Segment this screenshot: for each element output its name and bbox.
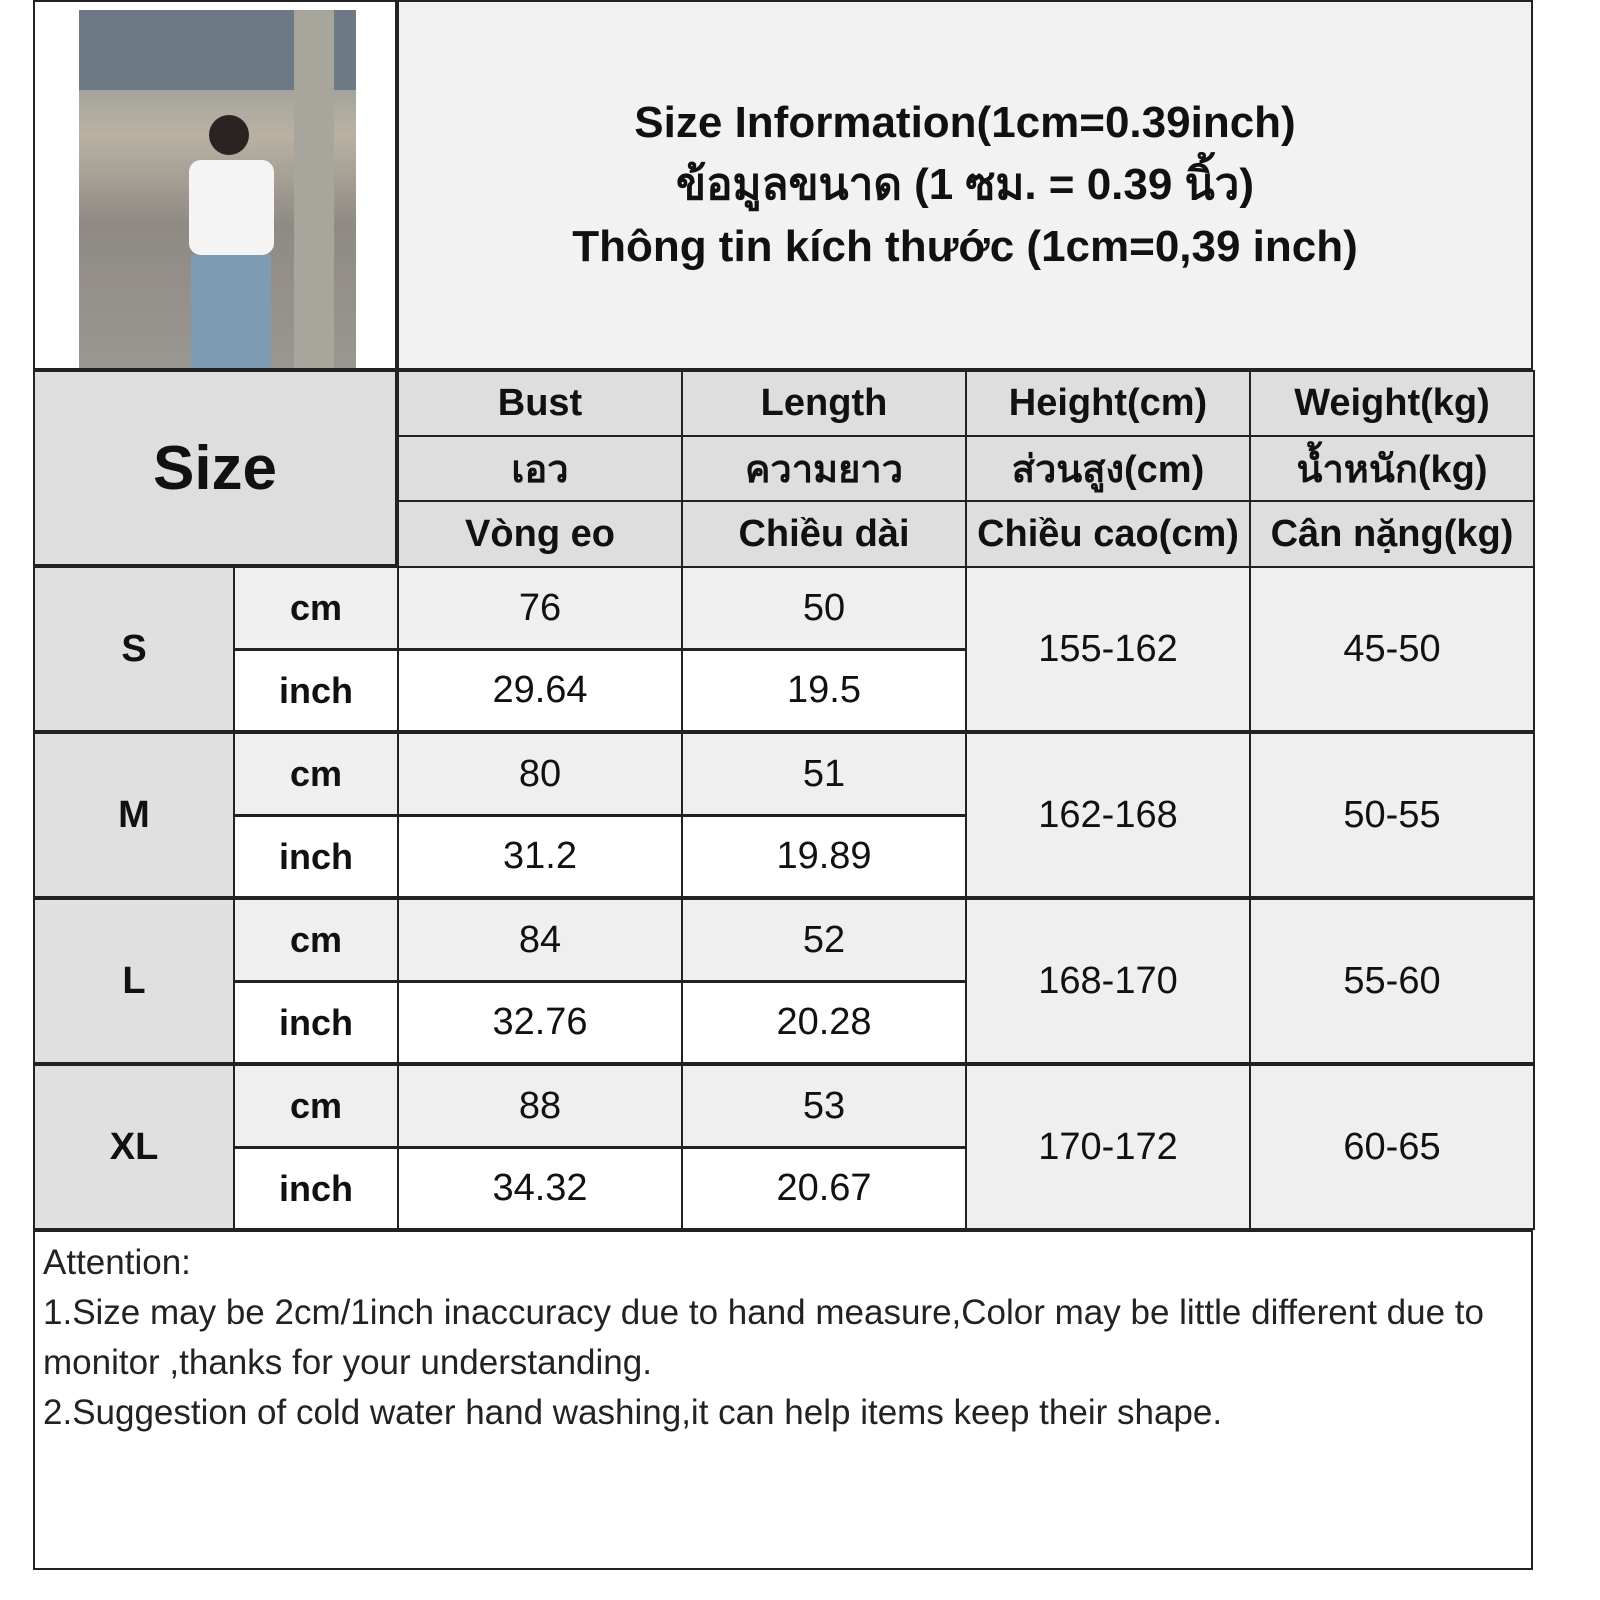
size-label: XL: [33, 1064, 235, 1230]
column-header-vi: Cân nặng(kg): [1249, 500, 1535, 568]
length-inch: 20.67: [681, 1147, 967, 1230]
column-header-vi: Chiều dài: [681, 500, 967, 568]
weight-range: 45-50: [1249, 566, 1535, 732]
length-inch: 19.89: [681, 815, 967, 898]
column-header-vi: Vòng eo: [397, 500, 683, 568]
size-label: L: [33, 898, 235, 1064]
column-header-en: Height(cm): [965, 370, 1251, 437]
height-range: 155-162: [965, 566, 1251, 732]
bust-inch: 32.76: [397, 981, 683, 1064]
bust-cm: 88: [397, 1064, 683, 1148]
unit-label-inch: inch: [233, 1147, 399, 1230]
unit-label-cm: cm: [233, 566, 399, 650]
length-cm: 53: [681, 1064, 967, 1148]
bust-cm: 76: [397, 566, 683, 650]
bust-cm: 84: [397, 898, 683, 982]
size-header: Size: [33, 370, 397, 566]
unit-label-cm: cm: [233, 1064, 399, 1148]
title-thai: ข้อมูลขนาด (1 ซม. = 0.39 นิ้ว): [675, 160, 1254, 209]
length-cm: 51: [681, 732, 967, 816]
product-photo: [79, 10, 356, 368]
note-item: 2.Suggestion of cold water hand washing,…: [43, 1393, 1223, 1432]
length-inch: 20.28: [681, 981, 967, 1064]
bust-inch: 29.64: [397, 649, 683, 732]
column-header-en: Length: [681, 370, 967, 437]
title-english: Size Information(1cm=0.39inch): [634, 98, 1296, 147]
column-header-th: เอว: [397, 435, 683, 502]
column-header-en: Weight(kg): [1249, 370, 1535, 437]
length-cm: 50: [681, 566, 967, 650]
length-cm: 52: [681, 898, 967, 982]
weight-range: 55-60: [1249, 898, 1535, 1064]
column-header-th: ความยาว: [681, 435, 967, 502]
size-info-title: Size Information(1cm=0.39inch) ข้อมูลขนา…: [397, 0, 1533, 370]
column-header-en: Bust: [397, 370, 683, 437]
weight-range: 60-65: [1249, 1064, 1535, 1230]
bust-inch: 34.32: [397, 1147, 683, 1230]
unit-label-cm: cm: [233, 732, 399, 816]
product-photo-cell: [33, 0, 397, 370]
size-label: S: [33, 566, 235, 732]
attention-notes: Attention: 1.Size may be 2cm/1inch inacc…: [33, 1230, 1533, 1570]
model-figure-image: [79, 10, 356, 368]
unit-label-cm: cm: [233, 898, 399, 982]
height-range: 162-168: [965, 732, 1251, 898]
unit-label-inch: inch: [233, 649, 399, 732]
size-label: M: [33, 732, 235, 898]
note-item: 1.Size may be 2cm/1inch inaccuracy due t…: [43, 1293, 1484, 1382]
height-range: 168-170: [965, 898, 1251, 1064]
bust-inch: 31.2: [397, 815, 683, 898]
column-header-th: น้ำหนัก(kg): [1249, 435, 1535, 502]
column-header-vi: Chiều cao(cm): [965, 500, 1251, 568]
notes-heading: Attention:: [43, 1243, 191, 1282]
height-range: 170-172: [965, 1064, 1251, 1230]
weight-range: 50-55: [1249, 732, 1535, 898]
length-inch: 19.5: [681, 649, 967, 732]
unit-label-inch: inch: [233, 981, 399, 1064]
column-header-th: ส่วนสูง(cm): [965, 435, 1251, 502]
bust-cm: 80: [397, 732, 683, 816]
unit-label-inch: inch: [233, 815, 399, 898]
title-vietnamese: Thông tin kích thước (1cm=0,39 inch): [572, 222, 1358, 271]
